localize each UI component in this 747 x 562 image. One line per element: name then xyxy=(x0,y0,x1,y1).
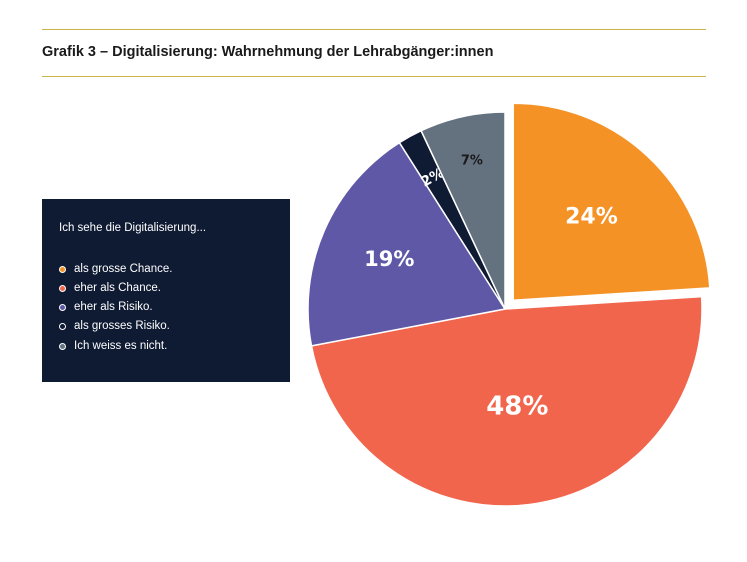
legend-label: Ich weiss es nicht. xyxy=(74,340,168,352)
legend-item: eher als Risiko. xyxy=(59,300,153,314)
pie-slice xyxy=(310,295,703,507)
legend-swatch xyxy=(59,322,66,330)
pie-slice xyxy=(512,102,711,302)
pie-slice-label: 48% xyxy=(486,392,548,422)
legend-label: eher als Risiko. xyxy=(74,301,153,313)
pie-slice xyxy=(307,141,507,347)
legend-label: als grosse Chance. xyxy=(74,263,173,275)
legend-item: Ich weiss es nicht. xyxy=(59,339,167,353)
legend-label: als grosses Risiko. xyxy=(74,320,170,332)
legend-item: als grosses Risiko. xyxy=(59,319,170,333)
chart-title: Grafik 3 – Digitalisierung: Wahrnehmung … xyxy=(42,44,494,60)
legend-swatch xyxy=(59,342,66,350)
legend-swatch xyxy=(59,284,66,292)
legend-item: als grosse Chance. xyxy=(59,262,172,276)
top-rule xyxy=(42,29,706,30)
legend-item: eher als Chance. xyxy=(59,281,161,295)
legend-swatch xyxy=(59,303,66,311)
pie-slice-label: 7% xyxy=(461,153,483,168)
legend-heading: Ich sehe die Digitalisierung... xyxy=(59,222,207,234)
legend-swatch xyxy=(59,265,66,273)
legend: Ich sehe die Digitalisierung... als gros… xyxy=(42,199,290,382)
pie-slice-label: 24% xyxy=(565,204,618,229)
legend-label: eher als Chance. xyxy=(74,282,161,294)
bottom-rule xyxy=(42,76,706,77)
pie-slice xyxy=(420,111,506,310)
pie-slice-label: 19% xyxy=(364,247,414,271)
